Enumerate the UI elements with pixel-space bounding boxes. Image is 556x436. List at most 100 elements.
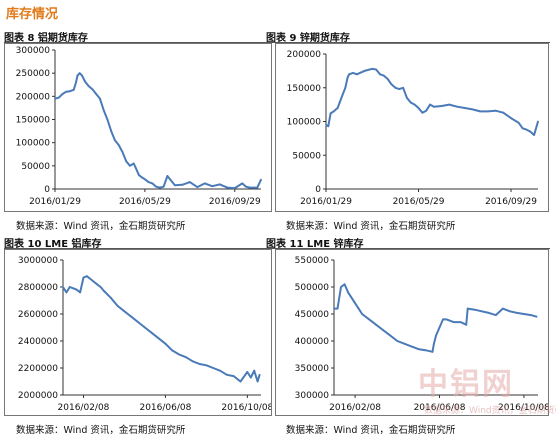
chart-lme-zinc-inventory: 300000 350000 400000 450000 500000 550000 2016… [295, 256, 550, 413]
data-point [452, 321, 455, 323]
data-point [147, 181, 150, 184]
data-point [389, 334, 392, 337]
data-point [62, 286, 64, 288]
data-point [525, 128, 528, 131]
data-point [494, 109, 497, 112]
y-tick-label: 2200000 [18, 364, 58, 374]
data-point [433, 105, 435, 108]
x-tick-label: 2016/06/08 [139, 403, 191, 413]
data-point [429, 103, 431, 106]
data-point [198, 363, 201, 365]
y-tick-label: 450000 [295, 310, 330, 320]
data-point [410, 345, 413, 348]
data-point [72, 88, 75, 91]
data-point [494, 314, 497, 316]
data-point [125, 160, 128, 163]
series-line [54, 72, 262, 190]
data-point [417, 107, 420, 109]
data-point [84, 80, 86, 83]
data-point [96, 283, 98, 286]
data-point [65, 90, 68, 93]
data-point [501, 307, 504, 310]
data-point [509, 310, 511, 313]
figure-8-panel: 0 50000 100000 150000 200000 250000 300000 2016… [4, 43, 272, 212]
data-point [79, 291, 81, 294]
data-point [109, 296, 112, 299]
chart-zinc-futures-inventory: 0 50000 100000 150000 200000 2016/01/29 2016/0… [287, 50, 539, 207]
series-line [334, 283, 537, 353]
data-point [78, 72, 81, 75]
data-point [174, 184, 176, 187]
data-point [521, 127, 524, 130]
data-point [357, 307, 360, 310]
data-point [99, 97, 101, 100]
data-point [327, 125, 330, 128]
x-tick-label: 2016/02/08 [58, 403, 110, 413]
y-tick-label: 400000 [295, 337, 330, 347]
data-point [329, 112, 332, 115]
y-tick-label: 100000 [16, 139, 51, 149]
data-point [530, 314, 532, 316]
figure-9-divider [266, 42, 550, 43]
data-point [203, 182, 206, 185]
x-tick-label: 2016/10/08 [221, 403, 271, 413]
data-point [438, 326, 441, 329]
data-point [466, 307, 469, 310]
data-point [248, 186, 251, 189]
y-tick-label: 300000 [295, 391, 330, 401]
data-point [354, 302, 356, 305]
data-point [398, 88, 401, 90]
data-point [456, 105, 458, 108]
data-point [245, 185, 247, 188]
series-line [62, 275, 261, 383]
data-point [61, 93, 64, 95]
data-point [72, 287, 75, 290]
data-point [138, 174, 140, 177]
data-point [258, 373, 261, 376]
data-point [191, 360, 194, 363]
figure-8-title: 图表 8 铝期货库存 [4, 33, 88, 44]
data-point [57, 96, 60, 99]
data-point [403, 342, 406, 345]
y-tick-label: 0 [315, 185, 321, 195]
data-point [141, 176, 143, 179]
figure-11-title: 图表 11 LME 锌库存 [266, 239, 364, 250]
watermark-text: 中铝网 [418, 367, 514, 402]
data-point [533, 134, 535, 136]
data-point [340, 97, 343, 99]
data-point [440, 105, 443, 107]
data-point [332, 110, 335, 113]
data-point [159, 186, 161, 189]
data-point [348, 73, 350, 76]
data-point [406, 97, 408, 99]
data-point [117, 144, 120, 146]
data-point [103, 290, 105, 292]
y-tick-label: 2400000 [18, 337, 58, 347]
data-point [246, 371, 249, 373]
figure-11-source: 数据来源：Wind 资讯，金石期货研究所 [286, 425, 456, 436]
data-point [516, 312, 518, 314]
data-point [480, 310, 483, 313]
x-tick-label: 2016/09/29 [209, 197, 261, 207]
data-point [82, 276, 85, 279]
data-point [409, 101, 412, 104]
y-tick-label: 50000 [292, 151, 321, 161]
data-point [212, 367, 215, 369]
data-point [211, 185, 214, 188]
data-point [260, 178, 262, 181]
data-point [445, 318, 448, 321]
data-point [249, 376, 252, 379]
data-point [135, 167, 137, 170]
data-point [239, 380, 242, 383]
data-point [81, 74, 83, 77]
data-point [465, 323, 468, 326]
figure-11-divider [266, 248, 550, 249]
figure-9-panel: 0 50000 100000 150000 200000 2016/01/29 2016/0… [275, 43, 549, 212]
data-point [375, 323, 378, 326]
data-point [233, 187, 236, 190]
figure-11-panel: 300000 350000 400000 450000 500000 550000 2016… [275, 249, 550, 416]
data-point [65, 291, 68, 294]
x-tick-label: 2016/09/29 [485, 197, 537, 207]
data-point [166, 175, 169, 177]
data-point [375, 68, 377, 71]
